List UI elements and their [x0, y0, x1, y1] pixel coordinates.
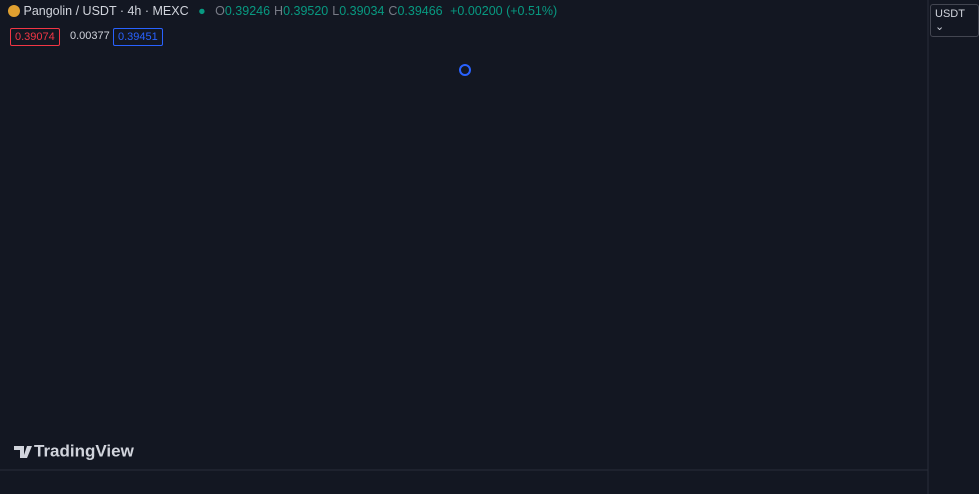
ohlc-key: L	[332, 4, 340, 18]
brand-name: TradingView	[34, 441, 135, 460]
spread: 0.00377	[70, 30, 110, 42]
symbol-icon	[8, 5, 20, 17]
ohlc-value: 0.39246	[224, 4, 271, 18]
sell-button[interactable]: 0.39074	[10, 28, 60, 46]
brand-logo	[14, 446, 32, 458]
buy-button[interactable]: 0.39451	[113, 28, 163, 46]
brand: TradingView	[14, 441, 135, 460]
ohlc-key: H	[274, 4, 284, 18]
change: +0.00200 (+0.51%)	[450, 4, 558, 18]
ohlc-key: O	[215, 4, 225, 18]
ohlc-key: C	[388, 4, 398, 18]
currency: USDT	[935, 8, 965, 20]
status-dot: ●	[198, 4, 206, 18]
currency-select[interactable]: USDT ⌄	[930, 4, 979, 37]
ohlc-value: 0.39466	[397, 4, 443, 18]
legend-header: Pangolin / USDT · 4h · MEXC ● O0.39246 H0…	[8, 4, 557, 18]
ohlc-value: 0.39034	[339, 4, 385, 18]
ohlc-value: 0.39520	[283, 4, 329, 18]
symbol[interactable]: Pangolin / USDT · 4h · MEXC	[23, 4, 189, 18]
drawing-handle[interactable]	[459, 64, 471, 76]
ohlc: O0.39246 H0.39520 L0.39034 C0.39466	[215, 4, 447, 18]
